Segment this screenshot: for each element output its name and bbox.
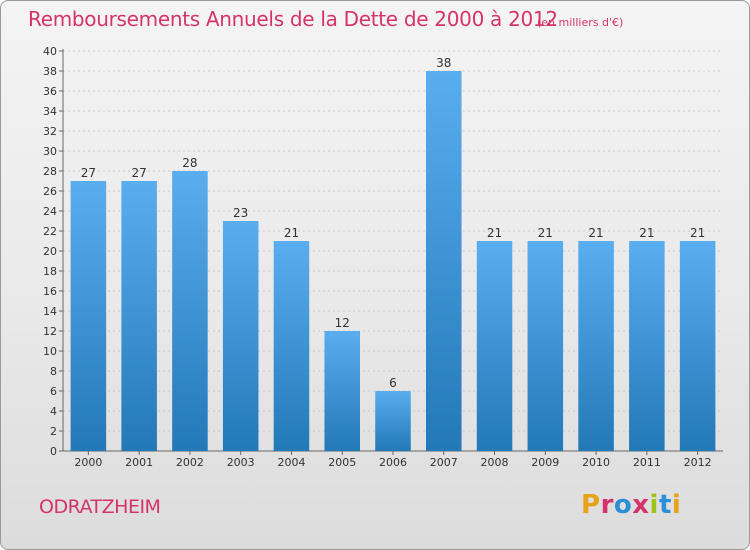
bar: [476, 241, 513, 451]
logo-letter: x: [632, 490, 650, 520]
y-tick-label: 36: [43, 85, 57, 98]
y-tick-label: 0: [50, 445, 57, 458]
data-label: 28: [182, 156, 197, 170]
proxiti-logo: Proxiti: [581, 490, 681, 520]
y-tick-label: 8: [50, 365, 57, 378]
data-label: 38: [436, 56, 451, 70]
y-tick-label: 40: [43, 45, 57, 58]
x-tick-label: 2001: [125, 456, 153, 469]
bar: [222, 221, 259, 451]
data-label: 21: [284, 226, 299, 240]
y-tick-label: 10: [43, 345, 57, 358]
chart-title: Remboursements Annuels de la Dette de 20…: [28, 7, 558, 31]
logo-letter: t: [658, 490, 672, 520]
logo-letter: P: [581, 490, 601, 520]
x-tick-label: 2009: [531, 456, 559, 469]
logo-letter: i: [649, 490, 659, 520]
y-tick-label: 16: [43, 285, 57, 298]
y-tick-label: 12: [43, 325, 57, 338]
commune-name: ODRATZHEIM: [39, 496, 161, 518]
x-tick-label: 2010: [582, 456, 610, 469]
y-tick-label: 28: [43, 165, 57, 178]
data-label: 21: [588, 226, 603, 240]
x-tick-label: 2003: [227, 456, 255, 469]
bar: [578, 241, 614, 451]
y-tick-label: 30: [43, 145, 57, 158]
x-tick-label: 2002: [176, 456, 204, 469]
data-label: 23: [233, 206, 248, 220]
x-tick-label: 2000: [74, 456, 102, 469]
y-tick-label: 2: [50, 425, 57, 438]
y-tick-label: 26: [43, 185, 57, 198]
bars: 27 27 28 23 21 12 6 38 21 21 21 21 21: [70, 56, 716, 451]
logo-letter: r: [600, 490, 614, 520]
x-tick-label: 2012: [684, 456, 712, 469]
y-tick-label: 22: [43, 225, 57, 238]
y-tick-label: 34: [43, 105, 57, 118]
x-tick-label: 2008: [481, 456, 509, 469]
data-label: 6: [389, 376, 397, 390]
chart-subtitle: (en milliers d'€): [537, 16, 624, 29]
bar: [679, 241, 716, 451]
logo-letter: o: [613, 490, 633, 520]
x-tick-label: 2004: [277, 456, 305, 469]
bar: [324, 331, 360, 451]
data-label: 21: [487, 226, 502, 240]
gridlines: [63, 50, 723, 432]
bar: [375, 391, 411, 451]
y-tick-label: 20: [43, 245, 57, 258]
x-tick-label: 2005: [328, 456, 356, 469]
y-tick-label: 18: [43, 265, 57, 278]
bar: [121, 181, 157, 451]
bar: [172, 171, 208, 451]
y-tick-label: 24: [43, 205, 57, 218]
bar: [70, 181, 107, 451]
x-tick-label: 2007: [430, 456, 458, 469]
data-label: 27: [132, 166, 147, 180]
y-tick-label: 32: [43, 125, 57, 138]
data-label: 27: [81, 166, 96, 180]
bar: [629, 241, 665, 451]
y-tick-label: 4: [50, 405, 57, 418]
bar: [426, 71, 462, 451]
logo-letter: i: [671, 490, 682, 520]
data-label: 21: [690, 226, 705, 240]
x-tick-label: 2011: [633, 456, 661, 469]
y-tick-label: 14: [43, 305, 57, 318]
data-label: 21: [639, 226, 654, 240]
y-tick-label: 6: [50, 385, 57, 398]
bar: [527, 241, 564, 451]
data-label: 21: [538, 226, 553, 240]
bar: [273, 241, 310, 451]
y-tick-label: 38: [43, 65, 57, 78]
x-tick-label: 2006: [379, 456, 407, 469]
data-label: 12: [335, 316, 350, 330]
